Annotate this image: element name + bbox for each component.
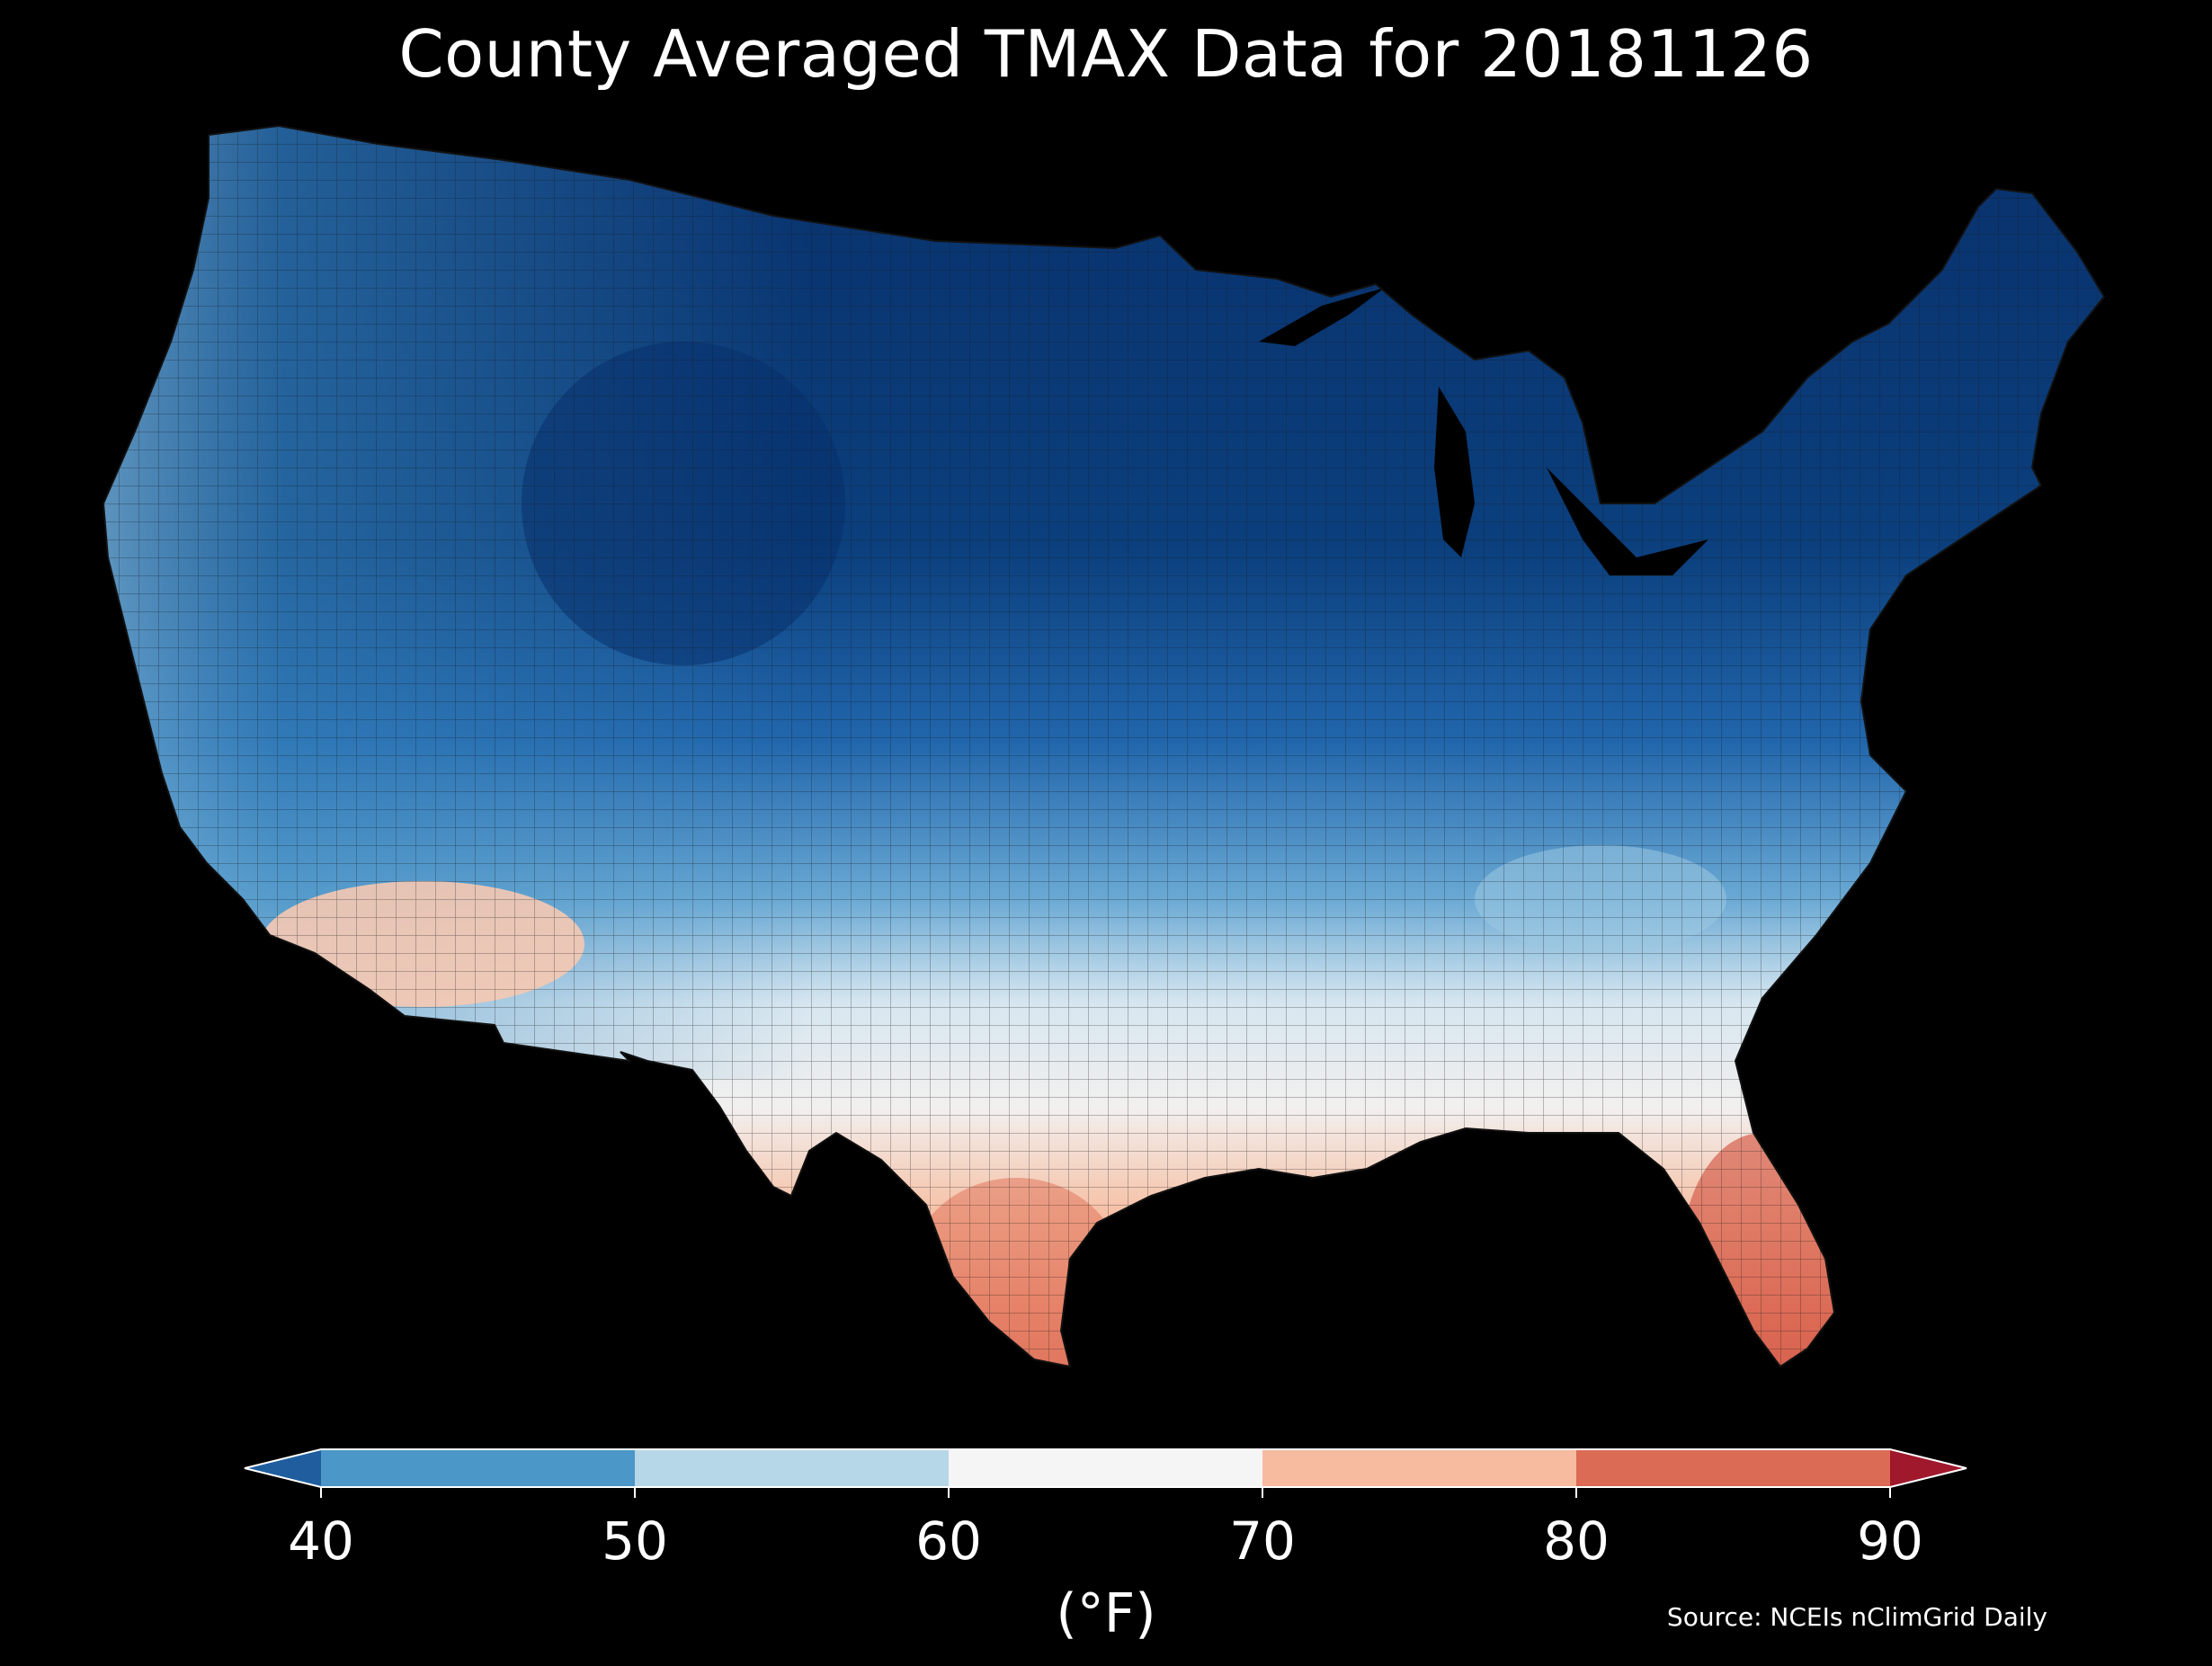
colorbar-unit-label: (°F)	[1056, 1582, 1156, 1645]
colorbar-bin-4	[1576, 1449, 1890, 1487]
colorbar-tick-label: 40	[288, 1510, 354, 1572]
colorbar-tick-label: 90	[1857, 1510, 1923, 1572]
colorbar-under-arrow	[245, 1449, 321, 1487]
lake-huron-erie	[1547, 468, 1708, 575]
colorbar-over-arrow	[1890, 1449, 1967, 1487]
colorbar-tick-label: 60	[915, 1510, 982, 1572]
source-note: Source: NCEIs nClimGrid Daily	[1666, 1602, 2047, 1632]
colorbar-bin-2	[949, 1449, 1262, 1487]
colorbar-tick-label: 80	[1543, 1510, 1610, 1572]
colorbar-bin-3	[1262, 1449, 1576, 1487]
colorbar-bin-0	[321, 1449, 635, 1487]
colorbar-bin-1	[635, 1449, 949, 1487]
colorbar-tick-label: 50	[602, 1510, 668, 1572]
lake-michigan	[1434, 387, 1475, 557]
lake-superior	[1259, 288, 1385, 346]
page-title: County Averaged TMAX Data for 20181126	[398, 16, 1814, 92]
colorbar-tick-label: 70	[1229, 1510, 1296, 1572]
